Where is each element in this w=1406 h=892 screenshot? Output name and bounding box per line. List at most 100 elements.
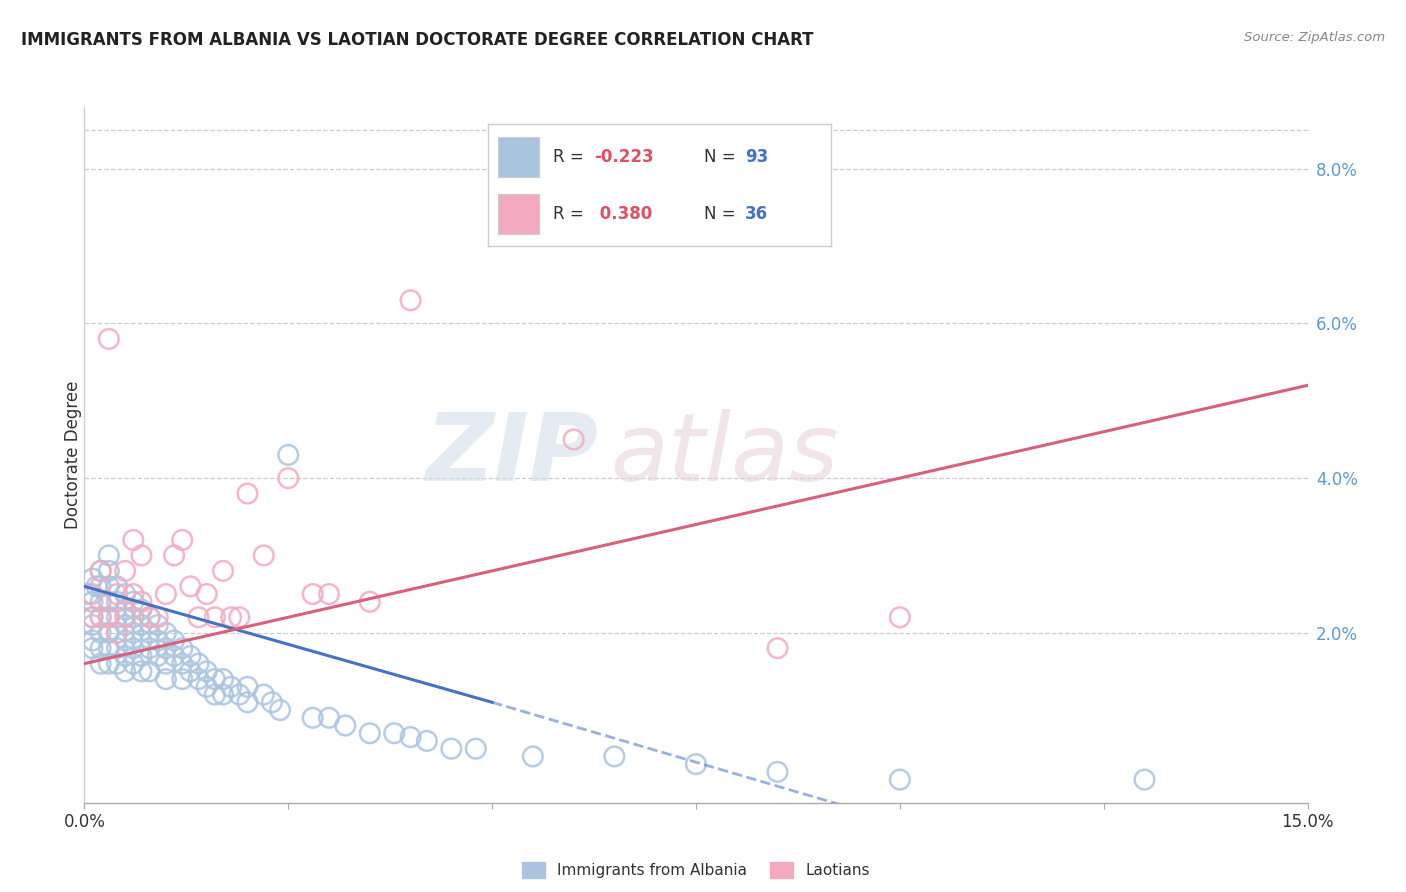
Point — [204, 610, 226, 624]
Point — [335, 718, 357, 732]
Point — [253, 549, 276, 563]
Point — [277, 448, 299, 462]
Point — [204, 688, 226, 702]
Text: atlas: atlas — [610, 409, 838, 500]
Point — [187, 657, 209, 671]
Text: IMMIGRANTS FROM ALBANIA VS LAOTIAN DOCTORATE DEGREE CORRELATION CHART: IMMIGRANTS FROM ALBANIA VS LAOTIAN DOCTO… — [21, 31, 814, 49]
Point — [155, 657, 177, 671]
Point — [90, 564, 112, 578]
Point — [228, 610, 250, 624]
Point — [122, 587, 145, 601]
Point — [253, 688, 276, 702]
Point — [359, 595, 381, 609]
Point — [82, 618, 104, 632]
Point — [301, 711, 323, 725]
Point — [212, 688, 235, 702]
Point — [138, 610, 160, 624]
Point — [172, 533, 194, 547]
Point — [131, 648, 153, 663]
Point — [212, 564, 235, 578]
Point — [187, 672, 209, 686]
Point — [131, 633, 153, 648]
Point — [97, 549, 120, 563]
Point — [204, 672, 226, 686]
Point — [97, 610, 120, 624]
Point — [318, 587, 340, 601]
Point — [318, 711, 340, 725]
Point — [155, 672, 177, 686]
Point — [90, 625, 112, 640]
Point — [90, 641, 112, 656]
Point — [82, 595, 104, 609]
Point — [187, 610, 209, 624]
Point — [114, 602, 136, 616]
Point — [195, 680, 218, 694]
Point — [90, 595, 112, 609]
Point — [131, 549, 153, 563]
Point — [122, 610, 145, 624]
Point — [114, 665, 136, 679]
Point — [146, 648, 169, 663]
Point — [163, 633, 186, 648]
Point — [179, 579, 201, 593]
Point — [155, 587, 177, 601]
Point — [97, 657, 120, 671]
Point — [90, 610, 112, 624]
Point — [236, 680, 259, 694]
Point — [82, 641, 104, 656]
Point — [146, 610, 169, 624]
Point — [219, 680, 242, 694]
Point — [90, 657, 112, 671]
Point — [138, 610, 160, 624]
Point — [105, 595, 128, 609]
Point — [179, 665, 201, 679]
Point — [416, 734, 439, 748]
Point — [172, 641, 194, 656]
Point — [195, 587, 218, 601]
Point — [77, 587, 100, 601]
Point — [179, 648, 201, 663]
Point — [105, 641, 128, 656]
Point — [105, 625, 128, 640]
Point — [82, 572, 104, 586]
Point — [277, 471, 299, 485]
Point — [766, 641, 789, 656]
Point — [138, 625, 160, 640]
Point — [114, 618, 136, 632]
Point — [122, 533, 145, 547]
Point — [146, 633, 169, 648]
Point — [114, 633, 136, 648]
Point — [172, 672, 194, 686]
Point — [1133, 772, 1156, 787]
Point — [114, 564, 136, 578]
Point — [97, 564, 120, 578]
Point — [105, 587, 128, 601]
Legend: Immigrants from Albania, Laotians: Immigrants from Albania, Laotians — [515, 855, 877, 886]
Point — [122, 641, 145, 656]
Point — [105, 610, 128, 624]
Point — [236, 695, 259, 709]
Point — [685, 757, 707, 772]
Point — [105, 657, 128, 671]
Point — [105, 625, 128, 640]
Point — [122, 625, 145, 640]
Y-axis label: Doctorate Degree: Doctorate Degree — [65, 381, 82, 529]
Point — [97, 579, 120, 593]
Point — [889, 772, 911, 787]
Point — [359, 726, 381, 740]
Point — [260, 695, 283, 709]
Point — [399, 293, 422, 308]
Point — [122, 657, 145, 671]
Point — [97, 641, 120, 656]
Point — [86, 579, 108, 593]
Point — [146, 618, 169, 632]
Point — [97, 595, 120, 609]
Point — [114, 610, 136, 624]
Point — [90, 564, 112, 578]
Point — [82, 633, 104, 648]
Point — [90, 579, 112, 593]
Point — [603, 749, 626, 764]
Point — [97, 610, 120, 624]
Point — [301, 587, 323, 601]
Point — [90, 610, 112, 624]
